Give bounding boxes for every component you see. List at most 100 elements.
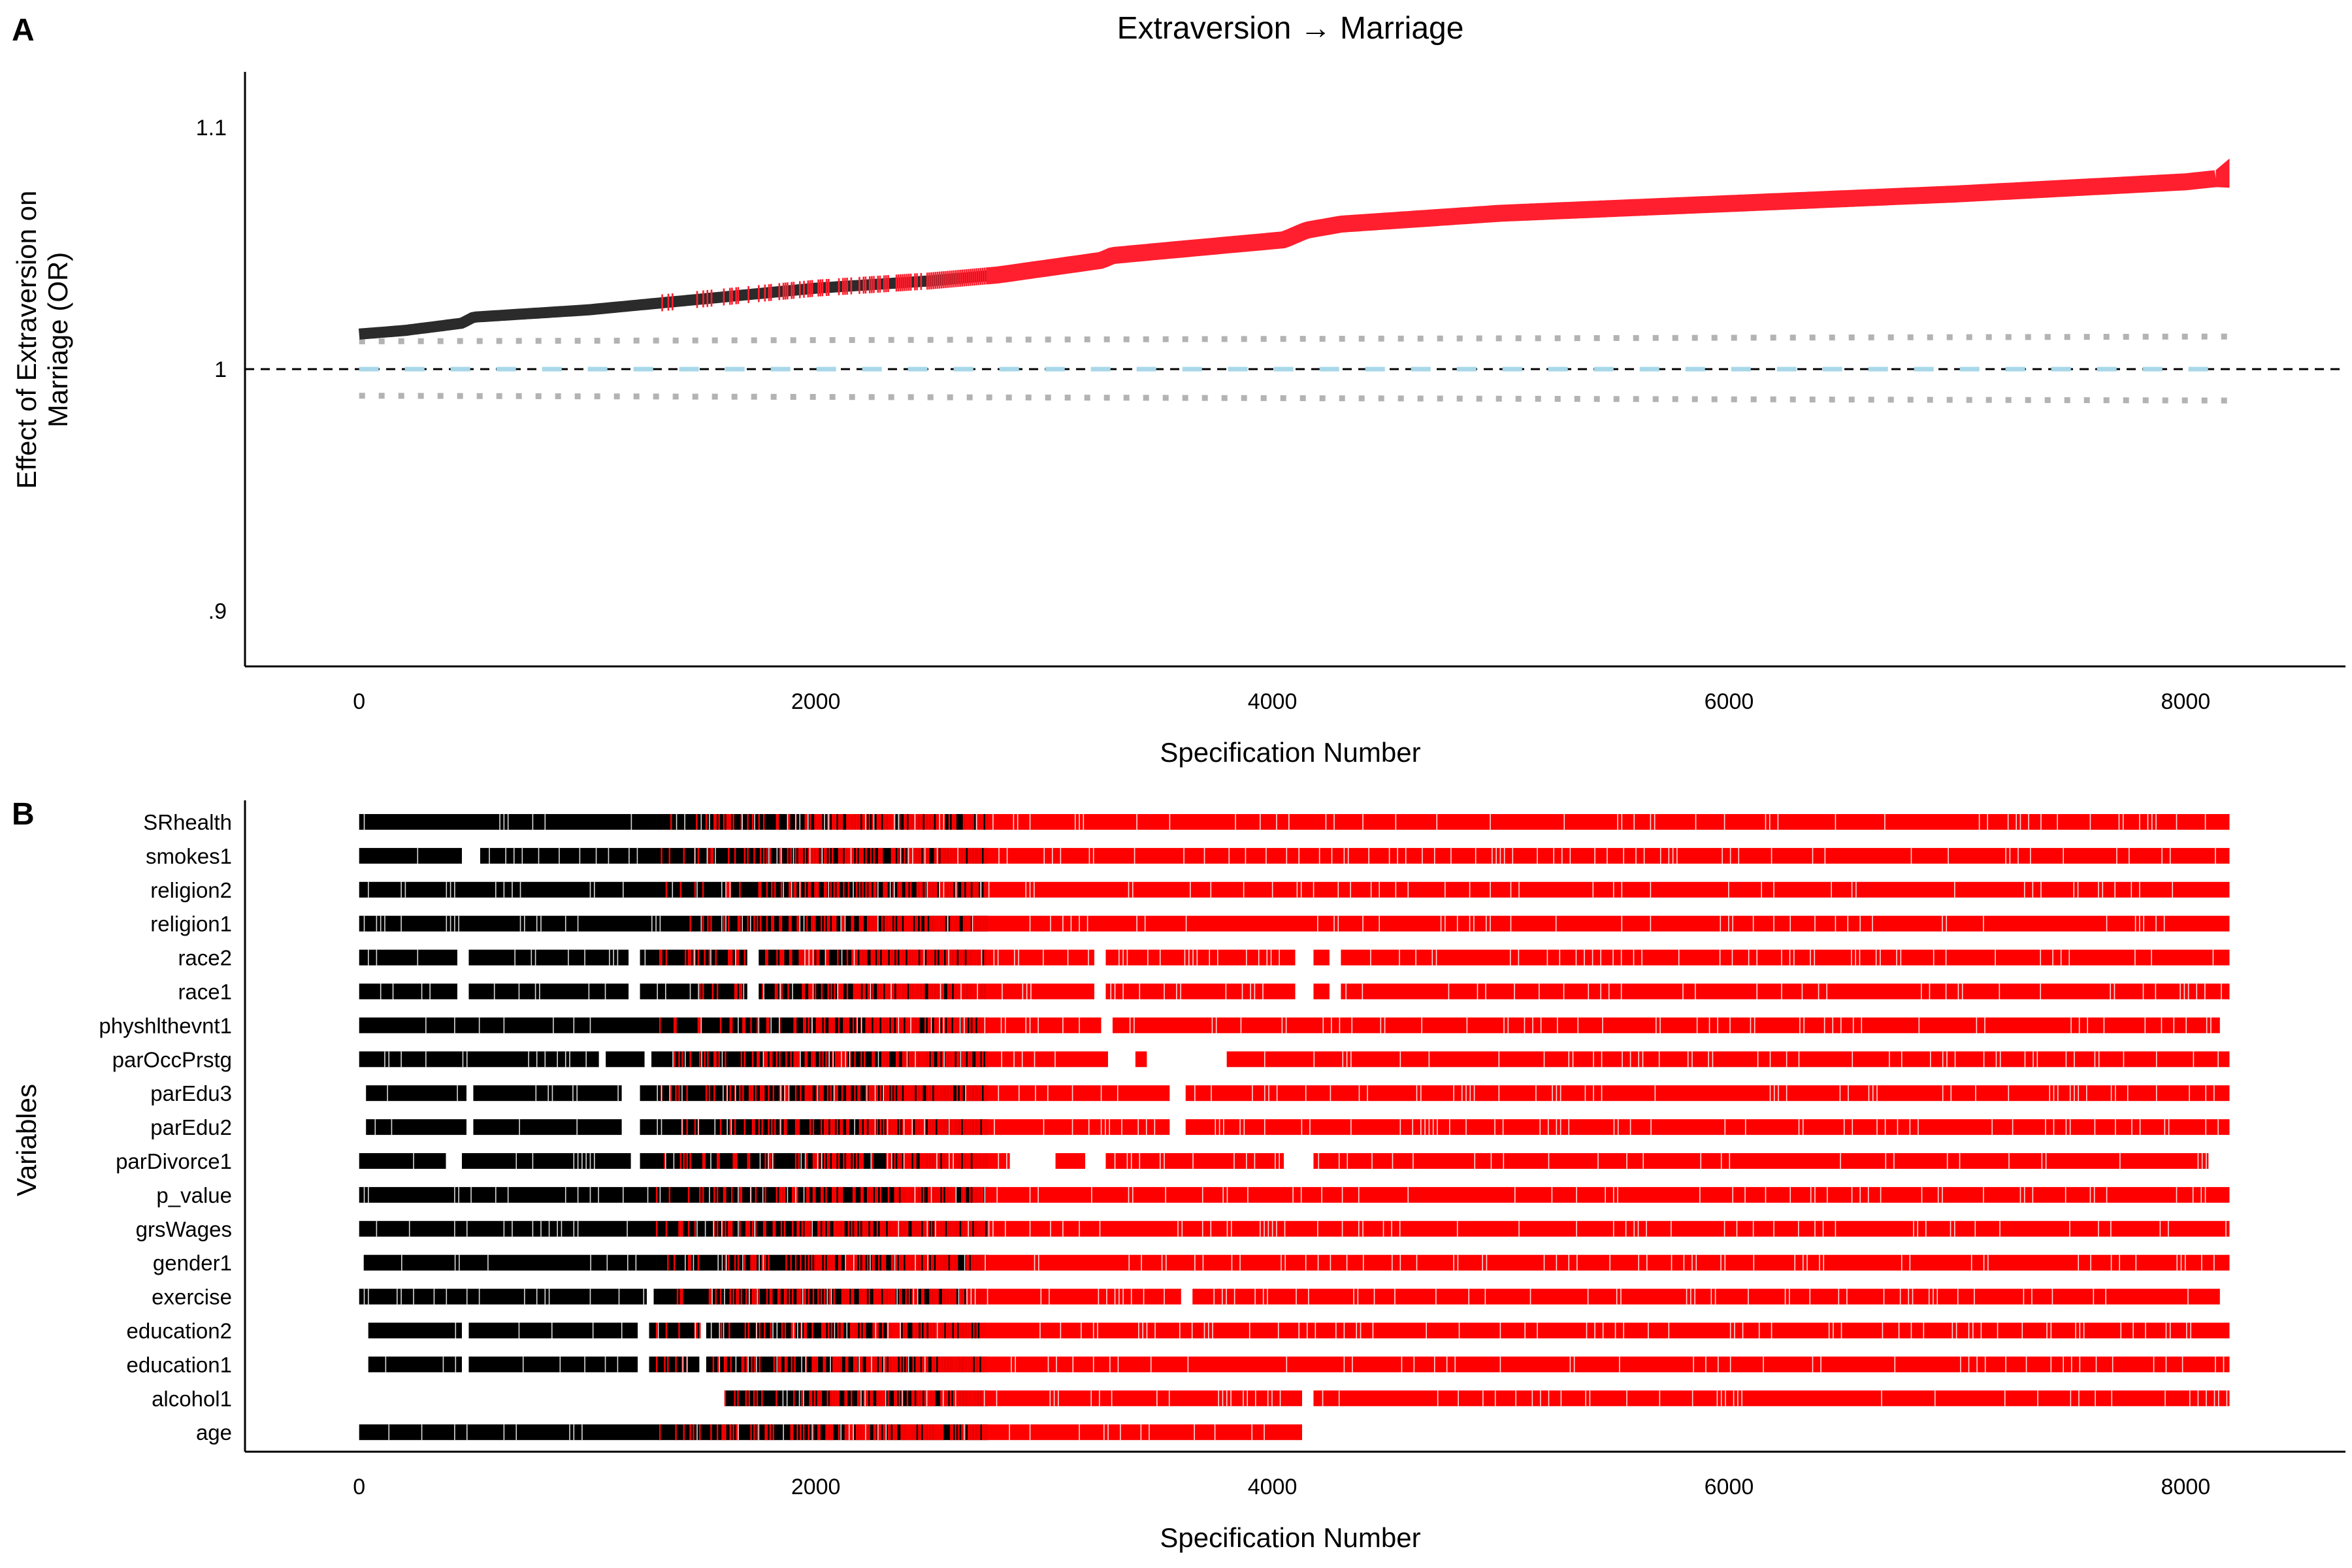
spec-gap	[1105, 1119, 1106, 1135]
significant-spec-mark	[932, 915, 934, 932]
spec-gap	[721, 1220, 723, 1237]
spec-gap	[1635, 847, 1637, 864]
significant-spec-mark	[912, 1322, 914, 1339]
significant-spec-mark	[813, 1390, 816, 1407]
significant-spec-mark	[702, 983, 704, 1000]
significant-spec-mark	[853, 1322, 855, 1339]
significant-spec-mark	[947, 1288, 949, 1305]
spec-gap	[2033, 1051, 2034, 1068]
spec-gap	[1753, 1254, 1755, 1271]
significant-spec-mark	[963, 949, 965, 966]
significant-spec-mark	[972, 1254, 974, 1271]
significant-spec-mark	[855, 1322, 857, 1339]
significant-spec-mark	[833, 1254, 835, 1271]
spec-gap	[1128, 1254, 1130, 1271]
spec-gap	[817, 1085, 819, 1102]
significant-spec-mark	[973, 1254, 976, 1271]
significant-spec-mark	[924, 1119, 926, 1135]
significant-spec-mark	[966, 1390, 968, 1407]
spec-gap	[2164, 1119, 2166, 1135]
significant-spec-mark	[936, 949, 938, 966]
significant-spec-mark	[902, 1017, 904, 1034]
spec-gap	[1786, 1085, 1788, 1102]
spec-gap	[1984, 1356, 1986, 1373]
spec-gap	[1029, 814, 1031, 830]
significant-spec-mark	[951, 1085, 953, 1102]
significant-spec-mark	[881, 949, 884, 966]
spec-gap	[1339, 1017, 1341, 1034]
significant-spec-mark	[673, 1254, 676, 1271]
spec-gap	[1161, 1254, 1163, 1271]
significant-spec-mark	[955, 814, 956, 830]
spec-gap	[792, 1322, 794, 1339]
significant-spec-mark	[801, 847, 804, 864]
spec-gap	[914, 814, 916, 830]
significant-spec-mark	[833, 1153, 835, 1169]
spec-gap	[1650, 1119, 1652, 1135]
spec-gap	[515, 1424, 517, 1441]
spec-gap	[661, 1085, 662, 1102]
spec-gap	[1633, 949, 1635, 966]
significant-spec-mark	[966, 1085, 968, 1102]
significant-spec-mark	[868, 1119, 870, 1135]
spec-gap	[1341, 1220, 1343, 1237]
inclusion-bar-nonsignificant	[651, 1051, 657, 1068]
significant-spec-mark	[907, 1424, 909, 1441]
significant-spec-mark	[928, 983, 930, 1000]
significant-spec-mark	[862, 1288, 864, 1305]
spec-gap	[1313, 1051, 1315, 1068]
spec-gap	[2118, 814, 2120, 830]
significant-spec-mark	[743, 1254, 745, 1271]
significant-spec-mark	[776, 983, 778, 1000]
significant-spec-mark	[844, 1017, 847, 1034]
inclusion-bar-nonsignificant	[480, 847, 657, 864]
spec-gap	[518, 1322, 520, 1339]
significant-spec-mark	[790, 1424, 792, 1441]
spec-gap	[1668, 1322, 1670, 1339]
significant-spec-mark	[794, 1322, 796, 1339]
significant-spec-mark	[955, 1288, 956, 1305]
spec-gap	[1840, 1322, 1842, 1339]
spec-gap	[1122, 949, 1124, 966]
spec-gap	[682, 1356, 684, 1373]
spec-gap	[1431, 949, 1433, 966]
significant-spec-mark	[878, 847, 880, 864]
significant-spec-mark	[826, 1085, 829, 1102]
significant-spec-mark	[913, 1390, 915, 1407]
significant-spec-mark	[876, 1017, 878, 1034]
spec-gap	[1543, 1051, 1545, 1068]
spec-gap	[1043, 949, 1044, 966]
spec-gap	[1013, 814, 1015, 830]
significant-spec-mark	[860, 915, 862, 932]
spec-gap	[521, 847, 523, 864]
significant-spec-mark	[948, 1186, 951, 1203]
significant-spec-mark	[800, 1085, 802, 1102]
significant-spec-mark	[919, 1254, 922, 1271]
spec-gap	[1415, 949, 1416, 966]
significant-spec-mark	[854, 1220, 856, 1237]
spec-gap	[1548, 1390, 1550, 1407]
significant-spec-mark	[879, 1356, 881, 1373]
significant-spec-mark	[982, 1220, 984, 1237]
spec-gap	[1957, 1288, 1959, 1305]
spec-gap	[799, 881, 801, 898]
significant-spec-mark	[934, 1186, 936, 1203]
significant-spec-mark	[936, 1254, 938, 1271]
spec-gap	[1475, 847, 1477, 864]
significant-spec-mark	[897, 1051, 899, 1068]
spec-gap	[539, 983, 540, 1000]
significant-spec-mark	[878, 1288, 880, 1305]
significant-spec-mark	[905, 1051, 907, 1068]
significant-spec-mark	[743, 949, 745, 966]
significant-spec-mark	[843, 1153, 845, 1169]
significant-spec-mark	[928, 949, 930, 966]
spec-gap	[2040, 949, 2042, 966]
significant-spec-mark	[934, 881, 936, 898]
significant-spec-mark	[953, 1153, 955, 1169]
spec-gap	[524, 915, 525, 932]
spec-gap	[1284, 1220, 1286, 1237]
significant-spec-mark	[983, 847, 985, 864]
significant-spec-mark	[947, 1356, 949, 1373]
significant-spec-mark	[836, 1051, 838, 1068]
significant-spec-mark	[789, 915, 791, 932]
